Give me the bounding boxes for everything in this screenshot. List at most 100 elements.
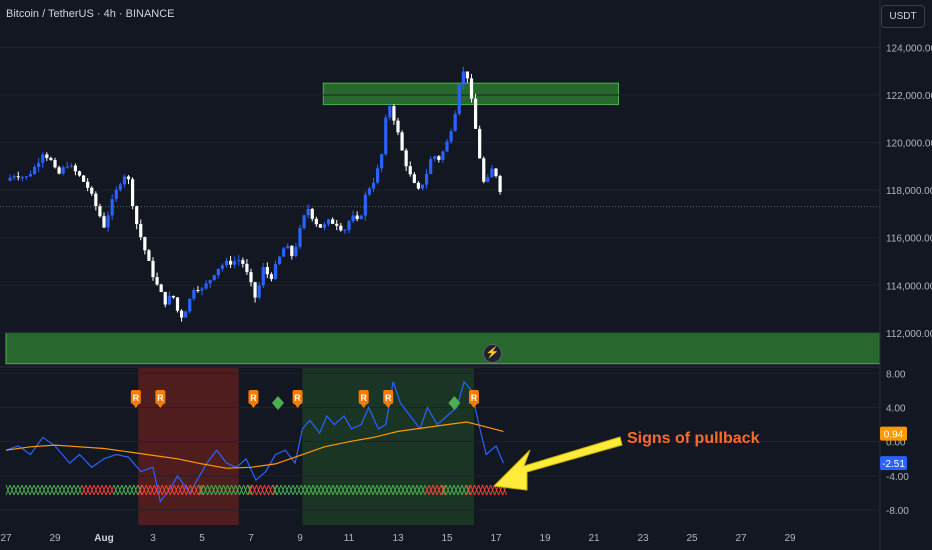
- time-tick-label: 29: [49, 533, 61, 544]
- time-tick-label: 25: [686, 533, 698, 544]
- candle-body: [159, 284, 163, 292]
- band-mark: [376, 484, 382, 496]
- candle-body: [163, 291, 167, 305]
- band-mark: [45, 484, 51, 496]
- candle-body: [175, 297, 180, 311]
- candle-body: [184, 311, 188, 318]
- candle-body: [375, 168, 380, 183]
- candle-body: [347, 221, 351, 230]
- candle-body: [73, 165, 78, 172]
- candle-body: [237, 260, 241, 262]
- band-mark: [384, 484, 390, 496]
- band-mark: [490, 484, 496, 496]
- candle-body: [441, 151, 445, 160]
- band-mark: [380, 484, 386, 496]
- candle-body: [200, 288, 204, 291]
- candle-body: [106, 215, 110, 228]
- candle-body: [302, 215, 306, 229]
- candle-body: [400, 132, 404, 151]
- chart-title[interactable]: Bitcoin / TetherUS · 4h · BINANCE: [6, 8, 175, 20]
- candle-body: [437, 156, 441, 160]
- oscillator-tick-label: -4.00: [886, 472, 909, 483]
- candle-body: [241, 260, 245, 264]
- diamond-marker: [448, 396, 461, 410]
- bottom-signal-band: [5, 484, 508, 496]
- r-marker-pointer: [250, 404, 257, 408]
- band-mark: [165, 484, 171, 496]
- candle-body: [12, 176, 16, 178]
- band-mark: [260, 484, 266, 496]
- band-mark: [149, 484, 155, 496]
- band-mark: [189, 484, 195, 496]
- price-tick-label: 112,000.00: [886, 329, 932, 340]
- band-mark: [157, 484, 163, 496]
- band-mark: [13, 484, 19, 496]
- candle-body: [331, 219, 335, 224]
- band-mark: [101, 484, 107, 496]
- band-mark: [457, 484, 463, 496]
- band-mark: [424, 484, 430, 496]
- candle-body: [449, 131, 453, 142]
- candle-body: [94, 193, 98, 207]
- candle-body: [147, 250, 151, 261]
- band-mark: [247, 484, 253, 496]
- price-tick-label: 122,000.00: [886, 91, 932, 102]
- candle-body: [384, 117, 388, 155]
- oscillator-line-1: [5, 421, 504, 469]
- band-mark: [65, 484, 71, 496]
- candle-body: [98, 206, 102, 217]
- band-mark: [352, 484, 358, 496]
- band-mark: [264, 484, 270, 496]
- price-tick-label: 116,000.00: [886, 234, 932, 245]
- time-axis[interactable]: 27 29 Aug 3 5 7 9 11 13 15 17 19 21 23 25 27 29: [0, 533, 796, 544]
- pullback-arrow: [492, 436, 623, 491]
- candle-body: [273, 263, 278, 280]
- band-mark: [89, 484, 95, 496]
- candle-body: [473, 98, 478, 129]
- candle-body: [143, 237, 147, 251]
- oscillator-value-tag-0: [880, 456, 907, 471]
- band-mark: [227, 484, 233, 496]
- lightning-bolt-icon[interactable]: ⚡: [483, 344, 502, 363]
- candle-body: [339, 225, 343, 231]
- band-mark: [97, 484, 103, 496]
- time-tick-label: Aug: [94, 533, 113, 544]
- time-tick-label: 17: [490, 533, 502, 544]
- band-mark: [432, 484, 438, 496]
- band-mark: [141, 484, 147, 496]
- band-mark: [133, 484, 139, 496]
- candle-body: [20, 177, 24, 179]
- band-mark: [466, 484, 472, 496]
- candle-body: [233, 261, 237, 265]
- candle-body: [371, 182, 376, 189]
- band-mark: [9, 484, 15, 496]
- candle-body: [429, 159, 433, 174]
- candle-body: [24, 176, 29, 178]
- band-mark: [207, 484, 213, 496]
- band-mark: [93, 484, 99, 496]
- oscillator-axis[interactable]: 8.00 4.00 0.00 -4.00 -8.00: [886, 369, 909, 517]
- band-mark: [474, 484, 480, 496]
- candle-body: [343, 229, 347, 231]
- band-mark: [117, 484, 123, 496]
- band-mark: [77, 484, 83, 496]
- band-mark: [420, 484, 426, 496]
- band-mark: [231, 484, 237, 496]
- candle-body: [408, 166, 412, 175]
- band-mark: [288, 484, 294, 496]
- oscillator-tick-label: -8.00: [886, 506, 909, 517]
- band-mark: [416, 484, 422, 496]
- band-mark: [81, 484, 87, 496]
- band-mark: [356, 484, 362, 496]
- candle-body: [261, 267, 265, 286]
- candle-body: [433, 156, 437, 160]
- candle-body: [37, 162, 41, 167]
- r-marker-pointer: [294, 404, 301, 408]
- candle-body: [188, 298, 192, 312]
- currency-button[interactable]: USDT: [881, 5, 925, 28]
- diamond-marker: [271, 396, 284, 410]
- candle-body: [118, 184, 122, 190]
- band-mark: [328, 484, 334, 496]
